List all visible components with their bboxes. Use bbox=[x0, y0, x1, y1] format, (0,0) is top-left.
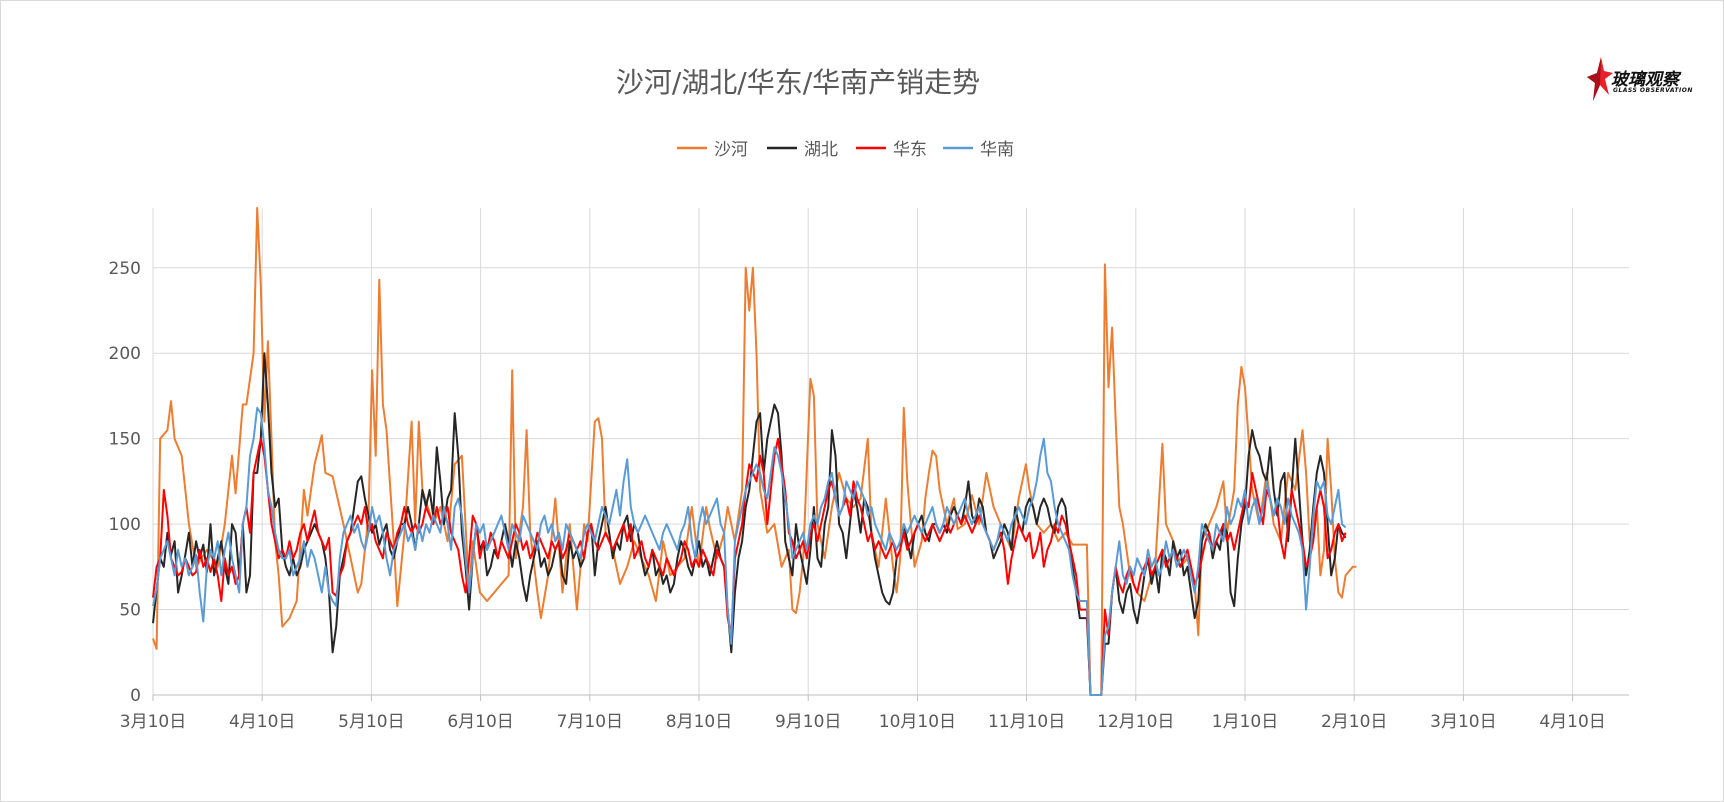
x-tick-label: 5月10日 bbox=[338, 712, 404, 732]
legend-label-3: 华东 bbox=[893, 140, 927, 160]
x-tick-label: 9月10日 bbox=[775, 712, 841, 732]
y-tick-label: 250 bbox=[109, 259, 141, 279]
star-logo-icon bbox=[1587, 57, 1613, 101]
brand-logo: 玻璃观察 GLASS OBSERVATION bbox=[1587, 55, 1697, 105]
y-tick-label: 200 bbox=[109, 344, 141, 364]
axes: 0 50 100 150 200 250 3月10日 4月10日 5月10日 6月10日 7月10日… bbox=[109, 259, 1629, 732]
y-tick-label: 100 bbox=[109, 515, 141, 535]
x-tick-label: 2月10日 bbox=[1321, 712, 1387, 732]
x-tick-label: 8月10日 bbox=[666, 712, 732, 732]
chart-title: 沙河/湖北/华东/华南产销走势 bbox=[615, 66, 981, 99]
x-tick-label: 3月10日 bbox=[1430, 712, 1496, 732]
grid bbox=[152, 208, 1629, 695]
x-tick-label: 4月10日 bbox=[1539, 712, 1605, 732]
series-line-1 bbox=[152, 207, 1357, 696]
x-tick-label: 7月10日 bbox=[557, 712, 623, 732]
x-tick-label: 11月10日 bbox=[988, 712, 1065, 732]
y-tick-label: 0 bbox=[130, 686, 141, 706]
legend-label-4: 华南 bbox=[980, 140, 1014, 160]
x-tick-label: 10月10日 bbox=[879, 712, 956, 732]
series-line-3 bbox=[152, 437, 1347, 696]
legend-label-1: 沙河 bbox=[714, 140, 748, 160]
y-tick-label: 150 bbox=[109, 430, 141, 450]
x-tick-label: 4月10日 bbox=[229, 712, 295, 732]
series-line-4 bbox=[152, 406, 1347, 696]
legend: 沙河 湖北 华东 华南 bbox=[677, 140, 1014, 160]
series-lines bbox=[152, 207, 1357, 696]
x-tick-label: 12月10日 bbox=[1097, 712, 1174, 732]
logo-subtext: GLASS OBSERVATION bbox=[1613, 87, 1693, 94]
x-tick-label: 3月10日 bbox=[120, 712, 186, 732]
logo-text: 玻璃观察 bbox=[1611, 70, 1679, 90]
x-tick-label: 6月10日 bbox=[447, 712, 513, 732]
x-tick-label: 1月10日 bbox=[1212, 712, 1278, 732]
y-tick-label: 50 bbox=[119, 601, 141, 621]
legend-label-2: 湖北 bbox=[804, 140, 838, 160]
